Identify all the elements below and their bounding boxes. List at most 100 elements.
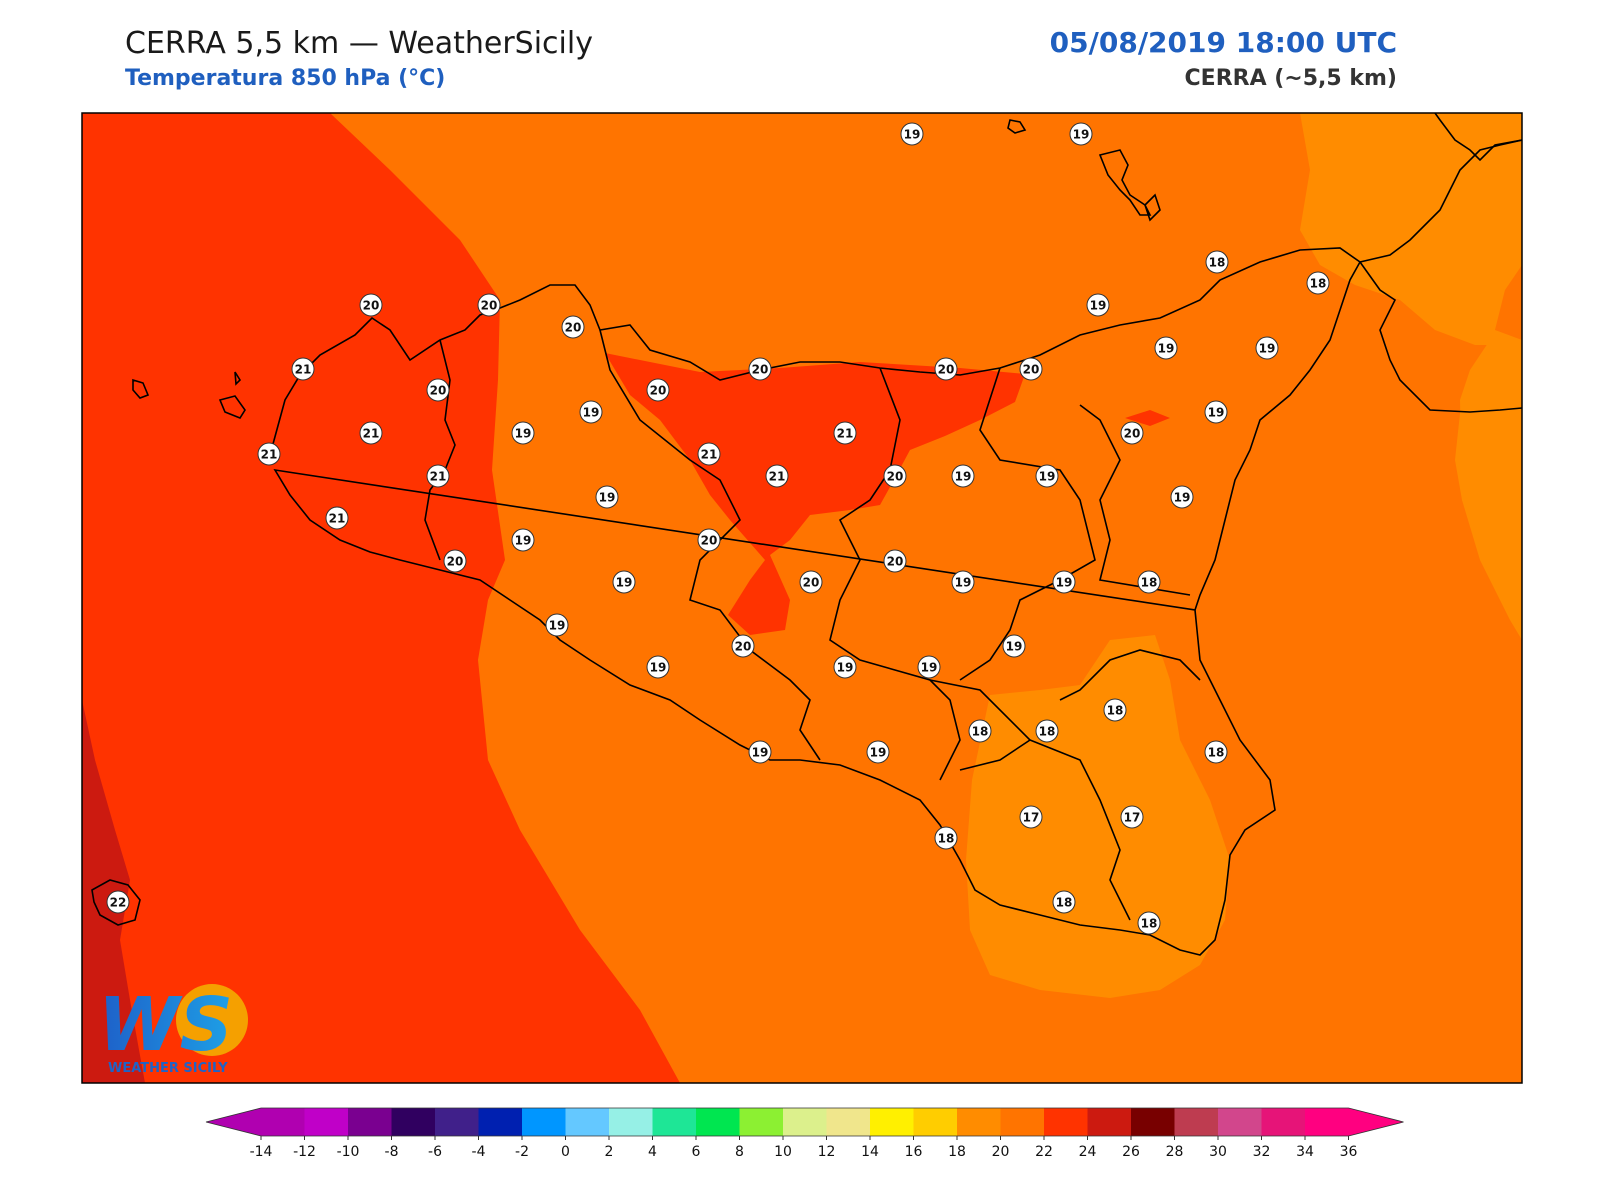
station-value: 18 bbox=[1056, 896, 1073, 910]
station-marker bbox=[426, 464, 450, 488]
station-value: 18 bbox=[1209, 256, 1226, 270]
station-marker bbox=[511, 421, 535, 445]
station-marker bbox=[1035, 464, 1059, 488]
station-value: 20 bbox=[430, 384, 447, 398]
station-label: 19 bbox=[612, 570, 636, 594]
station-value: 19 bbox=[650, 661, 667, 675]
station-label: 17 bbox=[1120, 805, 1144, 829]
station-value: 19 bbox=[1073, 128, 1090, 142]
station-label: 20 bbox=[883, 549, 907, 573]
colorbar-cell bbox=[913, 1108, 958, 1136]
map-subtitle: Temperatura 850 hPa (°C) bbox=[125, 66, 446, 91]
station-value: 19 bbox=[616, 576, 633, 590]
station-marker bbox=[799, 570, 823, 594]
station-marker bbox=[765, 464, 789, 488]
station-label: 21 bbox=[291, 357, 315, 381]
station-marker bbox=[595, 485, 619, 509]
station-value: 17 bbox=[1023, 811, 1040, 825]
colorbar-tick-label: -8 bbox=[385, 1144, 399, 1160]
colorbar-min-arrow bbox=[206, 1108, 261, 1136]
station-label: 21 bbox=[359, 421, 383, 445]
station-marker bbox=[106, 890, 130, 914]
station-value: 21 bbox=[363, 427, 380, 441]
station-value: 20 bbox=[447, 555, 464, 569]
colorbar-tick-label: 18 bbox=[948, 1144, 966, 1160]
colorbar-tick-label: -12 bbox=[293, 1144, 316, 1160]
station-label: 20 bbox=[799, 570, 823, 594]
station-value: 19 bbox=[1208, 406, 1225, 420]
station-value: 19 bbox=[1006, 640, 1023, 654]
colorbar-cell bbox=[522, 1108, 566, 1136]
station-value: 20 bbox=[1023, 363, 1040, 377]
colorbar-tick-label: 26 bbox=[1122, 1144, 1140, 1160]
station-label: 18 bbox=[968, 719, 992, 743]
colorbar-tick-label: 2 bbox=[605, 1144, 614, 1160]
station-label: 20 bbox=[748, 357, 772, 381]
colorbar-tick-label: 16 bbox=[905, 1144, 923, 1160]
station-value: 20 bbox=[363, 299, 380, 313]
station-label: 18 bbox=[1052, 890, 1076, 914]
colorbar-cell bbox=[1261, 1108, 1306, 1136]
station-label: 19 bbox=[1069, 122, 1093, 146]
station-label: 19 bbox=[866, 740, 890, 764]
station-label: 20 bbox=[426, 378, 450, 402]
station-label: 19 bbox=[1154, 336, 1178, 360]
logo-letters: WS bbox=[98, 982, 233, 1068]
station-value: 18 bbox=[972, 725, 989, 739]
station-marker bbox=[900, 122, 924, 146]
station-marker bbox=[833, 655, 857, 679]
station-marker bbox=[612, 570, 636, 594]
station-value: 20 bbox=[735, 640, 752, 654]
station-marker bbox=[511, 528, 535, 552]
station-value: 17 bbox=[1124, 811, 1141, 825]
station-marker bbox=[426, 378, 450, 402]
station-label: 19 bbox=[646, 655, 670, 679]
colorbar-cell bbox=[435, 1108, 479, 1136]
station-label: 19 bbox=[511, 528, 535, 552]
station-marker bbox=[748, 357, 772, 381]
station-label: 19 bbox=[951, 464, 975, 488]
station-label: 20 bbox=[883, 464, 907, 488]
colorbar-cell bbox=[652, 1108, 697, 1136]
station-marker bbox=[1103, 698, 1127, 722]
logo-sun-icon bbox=[176, 984, 248, 1056]
station-label: 20 bbox=[443, 549, 467, 573]
station-value: 19 bbox=[904, 128, 921, 142]
station-marker bbox=[1137, 570, 1161, 594]
station-marker bbox=[1204, 740, 1228, 764]
colorbar-cell bbox=[1087, 1108, 1132, 1136]
station-value: 19 bbox=[599, 491, 616, 505]
colorbar-tick-label: 10 bbox=[774, 1144, 792, 1160]
station-value: 21 bbox=[295, 363, 312, 377]
colorbar-ticks: -14 -12 -10 -8 -6 -4 -2 0 2 4 6 8 10 12 14 16 18 20 22 24 26… bbox=[250, 1136, 1358, 1160]
band-16-18-northeast bbox=[1300, 113, 1522, 345]
map-title: CERRA 5,5 km — WeatherSicily bbox=[125, 26, 593, 61]
coastline bbox=[91, 113, 1522, 956]
station-value: 19 bbox=[515, 427, 532, 441]
station-label: 21 bbox=[426, 464, 450, 488]
colorbar-cell bbox=[565, 1108, 610, 1136]
band-20-22-center bbox=[605, 353, 1025, 635]
station-label: 20 bbox=[731, 634, 755, 658]
logo-caption: WEATHER SICILY bbox=[108, 1061, 228, 1076]
colorbar-cell bbox=[391, 1108, 436, 1136]
station-label: 21 bbox=[765, 464, 789, 488]
station-label: 19 bbox=[1204, 400, 1228, 424]
colorbar-tick-label: 36 bbox=[1340, 1144, 1358, 1160]
station-marker bbox=[731, 634, 755, 658]
station-value: 21 bbox=[261, 448, 278, 462]
colorbar-cell bbox=[304, 1108, 349, 1136]
station-label: 18 bbox=[1137, 570, 1161, 594]
station-marker bbox=[1019, 357, 1043, 381]
station-label: 19 bbox=[595, 485, 619, 509]
station-value: 20 bbox=[938, 363, 955, 377]
colorbar-tick-label: 0 bbox=[561, 1144, 570, 1160]
colorbar-cell bbox=[696, 1108, 740, 1136]
station-label: 17 bbox=[1019, 805, 1043, 829]
station-value: 20 bbox=[481, 299, 498, 313]
station-label: 19 bbox=[1086, 293, 1110, 317]
band-20-22-west bbox=[82, 113, 680, 1083]
colorbar-tick-label: -4 bbox=[472, 1144, 486, 1160]
station-label: 19 bbox=[833, 655, 857, 679]
